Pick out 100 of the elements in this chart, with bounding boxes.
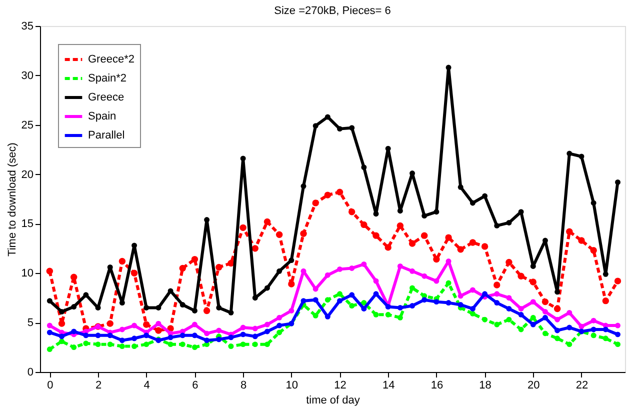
point — [288, 308, 294, 314]
point — [554, 336, 560, 342]
point — [434, 209, 440, 215]
point — [288, 258, 294, 264]
y-tick-label: 20 — [21, 168, 34, 181]
point — [518, 326, 524, 332]
point — [144, 305, 150, 310]
point — [180, 342, 186, 348]
point — [615, 179, 620, 185]
point — [422, 213, 428, 219]
point — [506, 220, 512, 226]
point — [240, 324, 246, 330]
chart-title: Size =270kB, Pieces= 6 — [274, 5, 391, 17]
point — [119, 344, 125, 350]
point — [204, 217, 210, 222]
point — [446, 300, 452, 306]
point — [59, 338, 64, 344]
point — [458, 302, 464, 308]
legend-label: Greece — [88, 92, 124, 104]
point — [155, 327, 162, 334]
point — [276, 268, 282, 274]
point — [470, 200, 476, 206]
legend-label: Greece*2 — [88, 54, 134, 66]
point — [469, 239, 476, 246]
point — [602, 297, 610, 304]
point — [276, 314, 282, 320]
point — [530, 314, 536, 320]
point — [312, 123, 318, 129]
point — [83, 340, 89, 346]
point — [252, 295, 258, 301]
point — [264, 218, 271, 226]
point — [252, 245, 258, 252]
x-tick-label: 12 — [334, 380, 346, 392]
point — [71, 328, 77, 334]
point — [324, 314, 330, 320]
point — [180, 302, 186, 308]
point — [360, 221, 368, 228]
point — [71, 344, 77, 350]
point — [228, 344, 234, 350]
point — [180, 332, 186, 338]
point — [482, 291, 488, 297]
point — [204, 338, 210, 344]
point — [530, 278, 536, 286]
point — [506, 316, 512, 322]
point — [312, 312, 318, 318]
y-tick-label: 0 — [27, 366, 34, 378]
point — [578, 324, 584, 330]
point — [95, 305, 101, 310]
point — [71, 304, 77, 310]
point — [216, 264, 222, 271]
point — [276, 330, 282, 336]
point — [349, 265, 355, 271]
x-tick-label: 20 — [528, 380, 540, 392]
point — [518, 272, 524, 280]
point — [240, 224, 246, 232]
point — [470, 310, 476, 316]
point — [324, 297, 330, 303]
point — [470, 287, 476, 293]
point — [337, 298, 342, 304]
point — [615, 332, 620, 338]
point — [530, 299, 536, 305]
x-tick-label: 8 — [240, 380, 247, 392]
point — [179, 264, 186, 272]
point — [119, 338, 125, 344]
point — [118, 258, 126, 265]
x-tick-label: 4 — [144, 380, 150, 392]
point — [396, 222, 404, 230]
y-tick-label: 5 — [27, 317, 34, 330]
point — [458, 293, 464, 299]
point — [300, 183, 306, 189]
point — [397, 305, 403, 310]
point — [566, 324, 572, 330]
point — [264, 328, 270, 334]
point — [252, 326, 258, 332]
point — [542, 314, 548, 320]
y-axis-title: Time to download (sec) — [6, 142, 18, 256]
point — [457, 246, 464, 253]
point — [458, 184, 464, 190]
point — [240, 342, 246, 348]
point — [168, 342, 174, 348]
point — [203, 307, 210, 314]
point — [264, 322, 270, 328]
point — [566, 342, 572, 348]
point — [494, 300, 500, 306]
point — [373, 312, 379, 318]
point — [397, 263, 403, 269]
point — [58, 320, 66, 327]
point — [566, 310, 572, 316]
point — [312, 200, 319, 206]
point — [276, 231, 283, 238]
point — [192, 344, 198, 350]
point — [421, 232, 428, 239]
x-tick-label: 14 — [382, 380, 395, 392]
point — [542, 330, 548, 336]
point — [434, 299, 440, 305]
point — [385, 312, 391, 318]
point — [300, 298, 306, 304]
point — [446, 64, 452, 70]
point — [130, 270, 138, 276]
point — [132, 344, 138, 350]
